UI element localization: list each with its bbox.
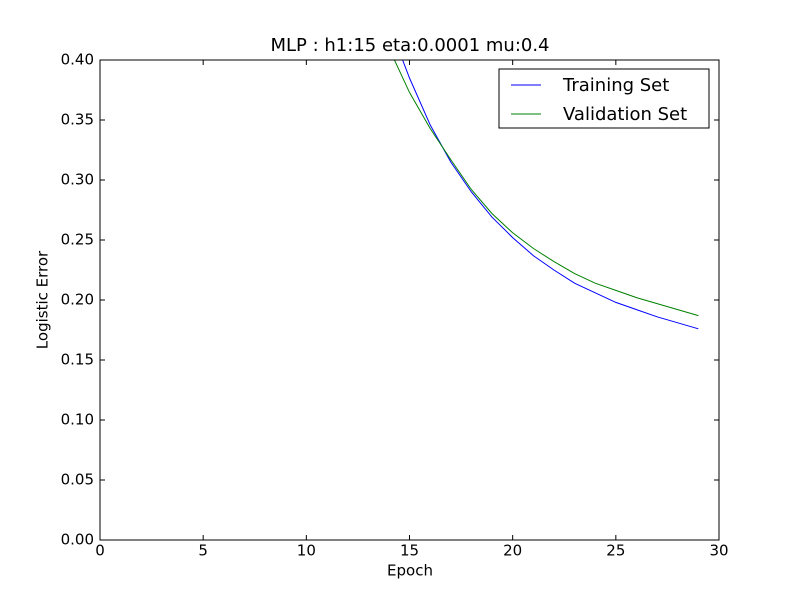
y-tick-label: 0.15 xyxy=(61,351,94,369)
y-tick-label: 0.40 xyxy=(61,51,94,69)
x-tick-label: 10 xyxy=(297,542,316,560)
x-axis-label: Epoch xyxy=(387,562,433,580)
y-axis-label: Logistic Error xyxy=(34,250,52,349)
axes-frame xyxy=(99,59,720,541)
chart-title: MLP : h1:15 eta:0.0001 mu:0.4 xyxy=(270,35,549,56)
y-tick-label: 0.20 xyxy=(61,291,94,309)
x-tick-label: 5 xyxy=(198,542,208,560)
y-tick-label: 0.35 xyxy=(61,111,94,129)
x-tick-label: 0 xyxy=(95,542,105,560)
x-tick-label: 25 xyxy=(606,542,625,560)
line-series xyxy=(393,60,699,317)
y-tick-label: 0.25 xyxy=(61,231,94,249)
plot-area xyxy=(393,60,699,330)
y-tick-label: 0.10 xyxy=(61,411,94,429)
x-tick-label: 15 xyxy=(400,542,419,560)
y-tick-label: 0.30 xyxy=(61,171,94,189)
legend-label: Training Set xyxy=(562,75,669,96)
y-tick-label: 0.00 xyxy=(61,531,94,549)
legend-box xyxy=(498,68,710,129)
x-tick-label: 20 xyxy=(503,542,522,560)
x-tick-label: 30 xyxy=(709,542,728,560)
y-tick-label: 0.05 xyxy=(61,471,94,489)
legend-label: Validation Set xyxy=(563,104,687,125)
